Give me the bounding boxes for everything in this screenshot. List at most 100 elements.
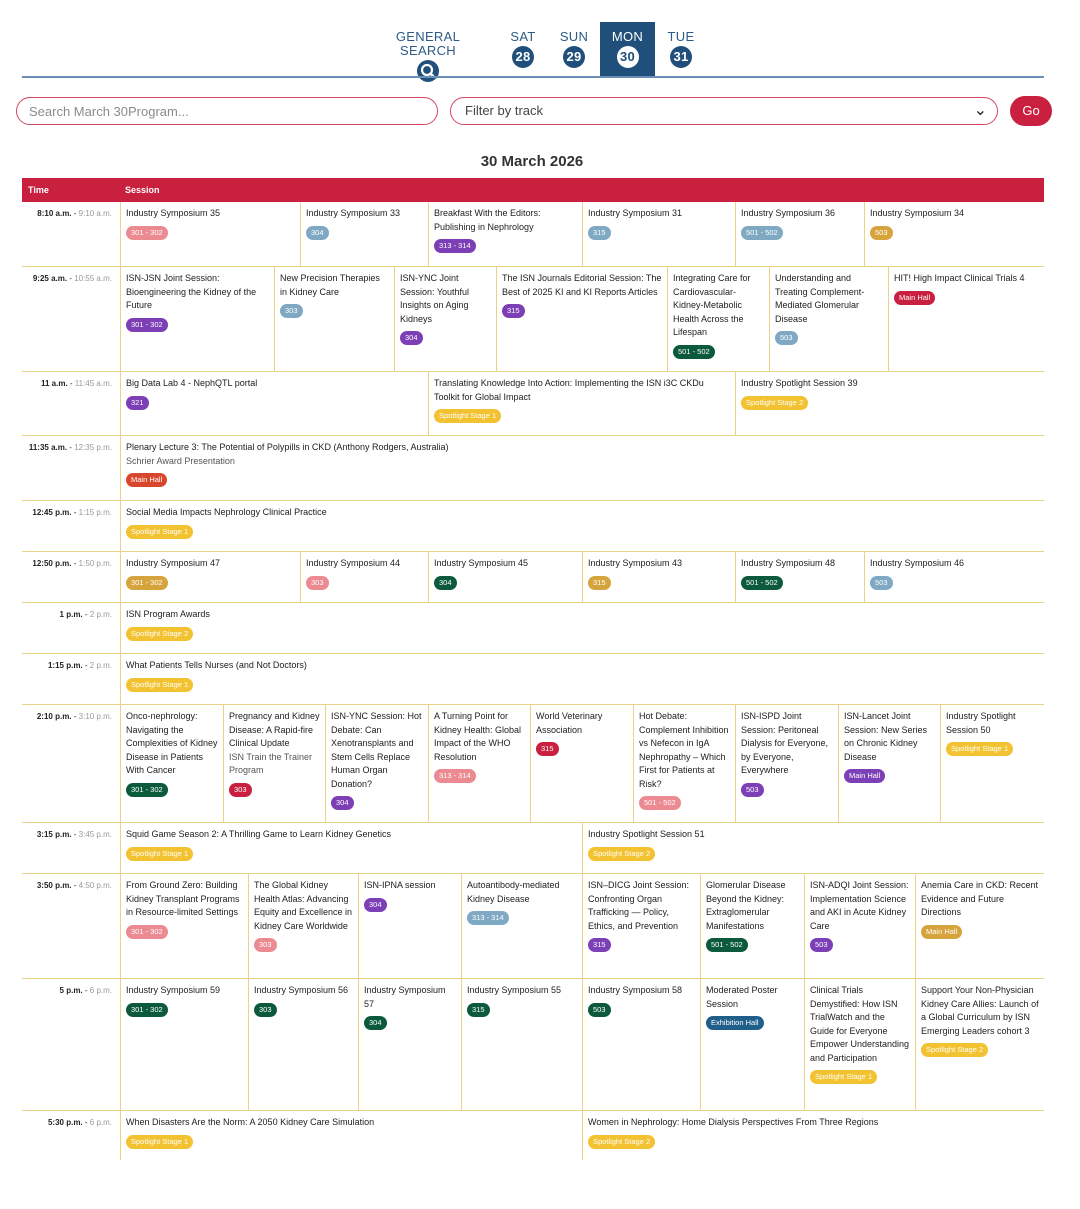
session-title[interactable]: Plenary Lecture 3: The Potential of Poly…: [126, 442, 449, 452]
session-title[interactable]: Squid Game Season 2: A Thrilling Game to…: [126, 829, 391, 839]
session-cell[interactable]: A Turning Point for Kidney Health: Globa…: [428, 705, 530, 822]
session-title[interactable]: Industry Spotlight Session 51: [588, 829, 705, 839]
session-title[interactable]: Support Your Non-Physician Kidney Care A…: [921, 985, 1039, 1036]
session-cell[interactable]: Industry Symposium 45 304: [428, 552, 582, 602]
session-cell[interactable]: ISN-IPNA session 304: [358, 874, 461, 978]
session-cell[interactable]: Industry Symposium 58 503: [582, 979, 700, 1110]
session-cell[interactable]: Moderated Poster Session Exhibition Hall: [700, 979, 804, 1110]
session-cell[interactable]: World Veterinary Association 315: [530, 705, 633, 822]
session-title[interactable]: Industry Symposium 59: [126, 985, 221, 995]
session-title[interactable]: Industry Symposium 58: [588, 985, 683, 995]
session-cell[interactable]: Women in Nephrology: Home Dialysis Persp…: [582, 1111, 1044, 1160]
session-cell[interactable]: Big Data Lab 4 - NephQTL portal 321: [120, 372, 428, 435]
session-title[interactable]: ISN-JSN Joint Session: Bioengineering th…: [126, 273, 257, 310]
session-title[interactable]: Industry Spotlight Session 50: [946, 711, 1016, 735]
session-cell[interactable]: Breakfast With the Editors: Publishing i…: [428, 202, 582, 266]
day-tab-sat[interactable]: SAT 28: [503, 22, 543, 78]
session-title[interactable]: Moderated Poster Session: [706, 985, 778, 1009]
session-title[interactable]: What Patients Tells Nurses (and Not Doct…: [126, 660, 307, 670]
session-title[interactable]: World Veterinary Association: [536, 711, 603, 735]
session-title[interactable]: Industry Spotlight Session 39: [741, 378, 858, 388]
general-search-tab[interactable]: GENERAL SEARCH: [368, 22, 488, 82]
session-cell[interactable]: Industry Symposium 47 301 - 302: [120, 552, 300, 602]
session-title[interactable]: Autoantibody-mediated Kidney Disease: [467, 880, 560, 904]
session-title[interactable]: ISN-YNC Session: Hot Debate: Can Xenotra…: [331, 711, 422, 789]
session-title[interactable]: New Precision Therapies in Kidney Care: [280, 273, 380, 297]
session-title[interactable]: Industry Symposium 35: [126, 208, 221, 218]
session-title[interactable]: ISN-YNC Joint Session: Youthful Insights…: [400, 273, 470, 324]
session-title[interactable]: ISN Program Awards: [126, 609, 210, 619]
session-title[interactable]: HIT! High Impact Clinical Trials 4: [894, 273, 1025, 283]
session-title[interactable]: Big Data Lab 4 - NephQTL portal: [126, 378, 258, 388]
session-cell[interactable]: Industry Symposium 59 301 - 302: [120, 979, 248, 1110]
session-title[interactable]: Clinical Trials Demystified: How ISN Tri…: [810, 985, 910, 1063]
session-title[interactable]: Breakfast With the Editors: Publishing i…: [434, 208, 541, 232]
session-title[interactable]: Industry Symposium 48: [741, 558, 836, 568]
session-title[interactable]: Industry Symposium 36: [741, 208, 836, 218]
session-cell[interactable]: ISN-JSN Joint Session: Bioengineering th…: [120, 267, 274, 371]
session-cell[interactable]: Industry Spotlight Session 50 Spotlight S…: [940, 705, 1044, 822]
session-title[interactable]: Industry Symposium 33: [306, 208, 401, 218]
session-cell[interactable]: Onco-nephrology: Navigating the Complexi…: [120, 705, 223, 822]
search-input[interactable]: [16, 97, 438, 125]
day-tab-sun[interactable]: SUN 29: [554, 22, 594, 78]
session-cell[interactable]: ISN-ISPD Joint Session: Peritoneal Dialy…: [735, 705, 838, 822]
session-cell[interactable]: Industry Spotlight Session 39 Spotlight S…: [735, 372, 1044, 435]
session-title[interactable]: Anemia Care in CKD: Recent Evidence and …: [921, 880, 1039, 917]
session-title[interactable]: Industry Symposium 55: [467, 985, 562, 995]
session-cell[interactable]: Integrating Care for Cardiovascular-Kidn…: [667, 267, 769, 371]
session-cell[interactable]: Pregnancy and Kidney Disease: A Rapid-fi…: [223, 705, 325, 822]
session-title[interactable]: Hot Debate: Complement Inhibition vs Nef…: [639, 711, 729, 789]
session-cell[interactable]: Industry Symposium 44 303: [300, 552, 428, 602]
session-title[interactable]: Industry Symposium 31: [588, 208, 683, 218]
day-tab-mon[interactable]: MON 30: [600, 22, 655, 78]
session-cell[interactable]: Industry Symposium 34 503: [864, 202, 1044, 266]
session-title[interactable]: Pregnancy and Kidney Disease: A Rapid-fi…: [229, 711, 320, 748]
session-title[interactable]: Industry Symposium 45: [434, 558, 529, 568]
session-cell[interactable]: Industry Symposium 35 301 - 302: [120, 202, 300, 266]
session-cell[interactable]: Understanding and Treating Complement-Me…: [769, 267, 888, 371]
session-title[interactable]: From Ground Zero: Building Kidney Transp…: [126, 880, 240, 917]
session-cell[interactable]: Anemia Care in CKD: Recent Evidence and …: [915, 874, 1044, 978]
session-cell[interactable]: Industry Symposium 48 501 - 502: [735, 552, 864, 602]
session-title[interactable]: Integrating Care for Cardiovascular-Kidn…: [673, 273, 751, 337]
track-filter-select[interactable]: Filter by track ⌄: [450, 97, 998, 125]
session-title[interactable]: ISN–DICG Joint Session: Confronting Orga…: [588, 880, 690, 931]
session-title[interactable]: Industry Symposium 46: [870, 558, 965, 568]
session-cell[interactable]: What Patients Tells Nurses (and Not Doct…: [120, 654, 1044, 704]
session-cell[interactable]: Industry Spotlight Session 51 Spotlight S…: [582, 823, 1044, 873]
session-cell[interactable]: Industry Symposium 43 315: [582, 552, 735, 602]
session-cell[interactable]: Social Media Impacts Nephrology Clinical…: [120, 501, 1044, 551]
session-cell[interactable]: Autoantibody-mediated Kidney Disease 313 …: [461, 874, 582, 978]
session-cell[interactable]: Squid Game Season 2: A Thrilling Game to…: [120, 823, 582, 873]
session-cell[interactable]: Industry Symposium 31 315: [582, 202, 735, 266]
session-title[interactable]: Industry Symposium 47: [126, 558, 221, 568]
session-title[interactable]: Industry Symposium 43: [588, 558, 683, 568]
session-cell[interactable]: From Ground Zero: Building Kidney Transp…: [120, 874, 248, 978]
session-title[interactable]: When Disasters Are the Norm: A 2050 Kidn…: [126, 1117, 375, 1127]
session-title[interactable]: A Turning Point for Kidney Health: Globa…: [434, 711, 522, 762]
session-title[interactable]: ISN-Lancet Joint Session: New Series on …: [844, 711, 928, 762]
session-cell[interactable]: ISN–DICG Joint Session: Confronting Orga…: [582, 874, 700, 978]
session-title[interactable]: The Global Kidney Health Atlas: Advancin…: [254, 880, 353, 931]
session-cell[interactable]: ISN-YNC Session: Hot Debate: Can Xenotra…: [325, 705, 428, 822]
session-cell[interactable]: Industry Symposium 57 304: [358, 979, 461, 1110]
session-cell[interactable]: Industry Symposium 46 503: [864, 552, 1044, 602]
session-cell[interactable]: Industry Symposium 56 303: [248, 979, 358, 1110]
session-cell[interactable]: ISN-ADQI Joint Session: Implementation S…: [804, 874, 915, 978]
session-title[interactable]: Glomerular Disease Beyond the Kidney: Ex…: [706, 880, 786, 931]
session-cell[interactable]: Plenary Lecture 3: The Potential of Poly…: [120, 436, 1044, 500]
session-cell[interactable]: New Precision Therapies in Kidney Care 30…: [274, 267, 394, 371]
session-cell[interactable]: Industry Symposium 33 304: [300, 202, 428, 266]
session-title[interactable]: Onco-nephrology: Navigating the Complexi…: [126, 711, 218, 775]
session-title[interactable]: ISN-ISPD Joint Session: Peritoneal Dialy…: [741, 711, 829, 775]
day-tab-tue[interactable]: TUE 31: [661, 22, 701, 78]
session-title[interactable]: Women in Nephrology: Home Dialysis Persp…: [588, 1117, 879, 1127]
session-cell[interactable]: Clinical Trials Demystified: How ISN Tri…: [804, 979, 915, 1110]
session-title[interactable]: Industry Symposium 56: [254, 985, 349, 995]
session-title[interactable]: Industry Symposium 57: [364, 985, 446, 1009]
session-title[interactable]: ISN-IPNA session: [364, 880, 436, 890]
session-cell[interactable]: ISN-Lancet Joint Session: New Series on …: [838, 705, 940, 822]
session-title[interactable]: Industry Symposium 34: [870, 208, 965, 218]
session-title[interactable]: Translating Knowledge Into Action: Imple…: [434, 378, 704, 402]
